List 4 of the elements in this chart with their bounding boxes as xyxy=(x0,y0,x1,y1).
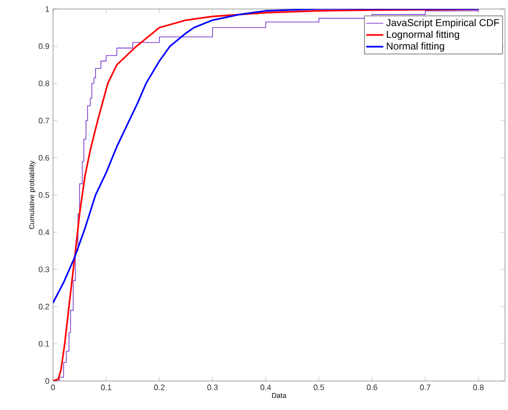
legend-label: JavaScript Empirical CDF xyxy=(386,18,500,28)
legend-label: Lognormal fitting xyxy=(386,30,460,40)
legend-label: Normal fitting xyxy=(386,42,444,52)
line-series xyxy=(53,8,480,304)
